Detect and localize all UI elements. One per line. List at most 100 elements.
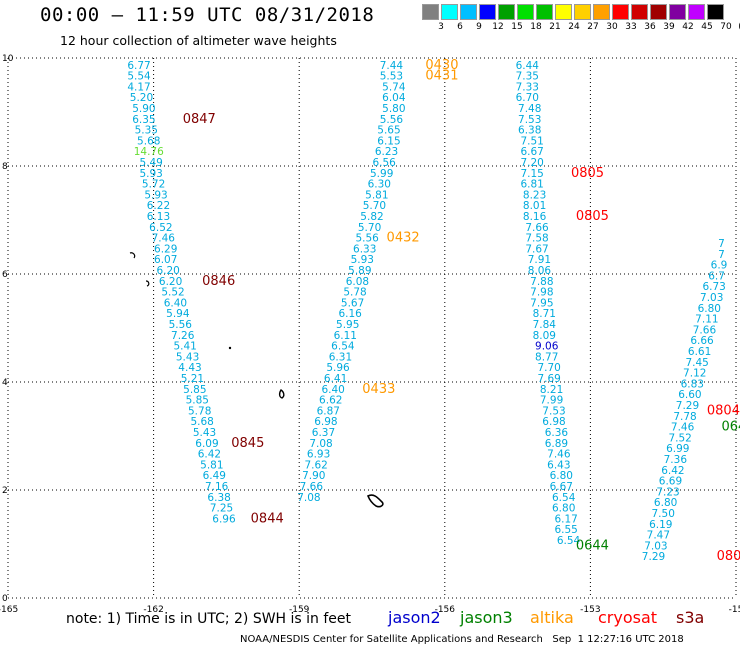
wave-height-value: 7.66	[693, 324, 717, 336]
wave-height-value: 7.70	[537, 362, 560, 374]
wave-height-value: 5.20	[130, 92, 153, 104]
wave-height-value: 7.33	[516, 81, 539, 93]
x-tick-label: -159	[289, 605, 310, 615]
chart-subtitle: 12 hour collection of altimeter wave hei…	[60, 33, 337, 48]
color-scale-swatch	[422, 4, 439, 20]
wave-height-value: 6.42	[198, 449, 221, 461]
wave-height-value: 6.13	[147, 211, 170, 223]
units-note: note: 1) Time is in UTC; 2) SWH is in fe…	[66, 611, 352, 627]
wave-height-value: 6.99	[666, 443, 689, 455]
wave-height-value: 6.42	[661, 465, 684, 477]
color-scale-swatch	[498, 4, 515, 20]
wave-height-value: 5.41	[173, 341, 196, 353]
wave-height-value: 7.91	[528, 254, 551, 266]
wave-height-value: 7.95	[530, 297, 553, 309]
color-scale-swatch	[631, 4, 648, 20]
wave-height-value: 7.35	[516, 71, 539, 83]
wave-height-value: 6.54	[557, 535, 581, 547]
wave-height-value: 7.66	[300, 481, 324, 493]
color-scale-label: 45	[701, 22, 713, 32]
wave-height-value: 5.72	[142, 179, 165, 191]
x-tick-label: -15	[729, 605, 740, 615]
pass-time-label: 0431	[425, 69, 458, 84]
wave-height-value: 7.47	[647, 530, 670, 542]
wave-height-value: 5.56	[355, 233, 379, 245]
wave-height-value: 7.03	[700, 292, 723, 304]
wave-height-value: 5.80	[382, 103, 405, 115]
wave-height-value: 6.30	[368, 179, 391, 191]
wave-height-value: 8.23	[523, 189, 546, 201]
wave-height-value: 7.23	[656, 486, 679, 498]
wave-height-value: 6.69	[659, 476, 682, 488]
wave-height-value: 8.16	[523, 211, 547, 223]
wave-height-value: 7.03	[644, 540, 667, 552]
wave-height-value: 5.21	[181, 373, 204, 385]
wave-height-value: 5.74	[382, 81, 406, 93]
wave-height-value: 14.76	[134, 146, 164, 158]
x-tick-label: -165	[0, 605, 18, 615]
wave-height-value: 6.40	[164, 297, 187, 309]
color-scale-swatch	[612, 4, 629, 20]
wave-height-value: 7.20	[520, 157, 543, 169]
wave-height-value: 7.50	[652, 508, 675, 520]
pass-time-label: 0846	[202, 274, 235, 289]
wave-height-value: 7.88	[530, 276, 553, 288]
wave-height-value: 6.56	[372, 157, 396, 169]
color-scale-swatch	[574, 4, 591, 20]
color-scale-label: 42	[682, 22, 694, 32]
wave-height-value: 8.06	[528, 265, 552, 277]
wave-height-value: 6.80	[552, 503, 575, 515]
wave-height-value: 5.78	[188, 405, 211, 417]
wave-height-value: 5.68	[190, 416, 213, 428]
pass-time-label: 0847	[183, 112, 216, 127]
color-scale-label: 36	[644, 22, 656, 32]
wave-height-value: 6.43	[547, 459, 570, 471]
pass-time-label: 0644	[576, 538, 609, 553]
color-scale-swatch	[593, 4, 610, 20]
wave-height-value: 6.7	[708, 270, 725, 282]
color-scale-label: 15	[511, 22, 523, 32]
wave-height-value: 6.87	[317, 405, 340, 417]
wave-height-value: 8.01	[523, 200, 546, 212]
wave-height-value: 5.49	[139, 157, 162, 169]
wave-height-value: 7.29	[642, 551, 665, 563]
wave-height-value: 7.46	[547, 449, 571, 461]
wave-height-value: 8.77	[535, 351, 558, 363]
wave-height-value: 7.62	[304, 459, 327, 471]
wave-height-value: 7.11	[695, 314, 718, 326]
wave-height-value: 5.81	[200, 459, 223, 471]
wave-height-value: 6.19	[649, 519, 672, 531]
wave-height-value: 6.98	[542, 416, 565, 428]
wave-height-value: 7.53	[518, 114, 541, 126]
color-scale-swatch	[460, 4, 477, 20]
wave-height-value: 6.20	[156, 265, 179, 277]
wave-height-value: 6.80	[654, 497, 677, 509]
wave-height-value: 6.35	[132, 114, 155, 126]
wave-height-value: 7.52	[668, 432, 691, 444]
x-tick-label: -156	[435, 605, 456, 615]
wave-height-value: 6.83	[681, 378, 704, 390]
wave-height-value: 7.44	[380, 60, 404, 72]
wave-height-value: 6.93	[307, 449, 330, 461]
pass-time-label: 0805	[571, 166, 604, 181]
wave-height-value: 6.38	[207, 492, 230, 504]
wave-height-value: 5.56	[380, 114, 404, 126]
wave-height-value: 6.54	[331, 341, 355, 353]
wave-height-value: 6.73	[702, 281, 725, 293]
color-scale-label: 30	[606, 22, 618, 32]
wave-height-value: 6.07	[154, 254, 177, 266]
wave-height-value: 5.89	[348, 265, 371, 277]
wave-height-value: 5.56	[169, 319, 193, 331]
credit-line: NOAA/NESDIS Center for Satellite Applica…	[240, 634, 684, 645]
wave-height-value: 7.66	[525, 222, 549, 234]
island-shape	[129, 252, 136, 259]
wave-height-value: 7	[718, 238, 725, 250]
wave-height-value: 6.52	[149, 222, 172, 234]
wave-height-value: 6.08	[346, 276, 369, 288]
wave-height-value: 5.68	[137, 135, 160, 147]
wave-height-value: 7.99	[540, 395, 563, 407]
wave-height-value: 5.43	[176, 351, 199, 363]
wave-height-value: 6.37	[312, 427, 335, 439]
legend-altika: altika	[530, 608, 574, 627]
